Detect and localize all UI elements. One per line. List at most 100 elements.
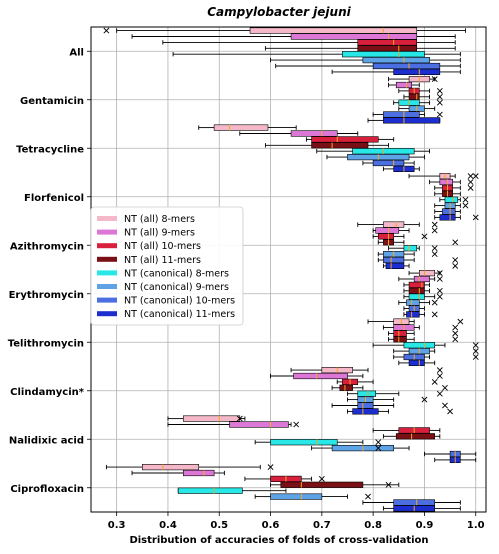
box-6 [423, 450, 477, 458]
flier-mark [431, 378, 438, 385]
box-2 [336, 378, 438, 386]
legend-label: NT (canonical) 8-mers [124, 268, 229, 279]
box-4 [403, 293, 443, 300]
box-body [249, 27, 418, 34]
flier-mark [385, 481, 392, 488]
box-body [342, 51, 425, 58]
legend-swatch [97, 256, 117, 262]
box-0 [357, 221, 438, 228]
box-body [352, 408, 379, 415]
box-body [393, 336, 407, 343]
flier-mark [452, 257, 459, 263]
box-body [372, 159, 405, 167]
box-7 [367, 117, 441, 124]
box-3 [264, 142, 389, 149]
box-0 [290, 366, 443, 374]
box-body [406, 299, 420, 306]
flier-mark [431, 245, 438, 252]
box-5 [326, 154, 425, 161]
flier-mark [452, 324, 459, 331]
box-body [357, 45, 418, 52]
box-6 [331, 402, 448, 409]
box-body [408, 93, 420, 100]
box-3 [434, 190, 461, 197]
box-3 [382, 433, 441, 440]
flier-mark [375, 445, 382, 452]
box-body [408, 293, 425, 300]
box-7 [398, 359, 436, 367]
box-2 [244, 475, 325, 483]
box-2 [162, 39, 456, 46]
box-4 [177, 487, 287, 494]
legend-label: NT (all) 9-mers [124, 228, 195, 239]
flier-mark [267, 464, 274, 471]
box-body [311, 136, 379, 143]
box-7 [434, 214, 479, 221]
flier-mark [421, 396, 428, 403]
box-4 [388, 245, 438, 252]
y-tick-label: Clindamycin* [10, 387, 85, 398]
box-0 [408, 269, 443, 277]
box-7 [347, 408, 454, 415]
legend-label: NT (canonical) 10-mers [124, 296, 235, 307]
box-body [183, 469, 215, 477]
box-body [141, 463, 200, 471]
box-2 [434, 184, 474, 192]
box-6 [393, 353, 479, 361]
box-7 [331, 68, 461, 75]
y-tick-label: Erythromycin [9, 290, 84, 301]
box-body [393, 68, 441, 75]
box-0 [103, 27, 466, 34]
box-5 [270, 56, 461, 64]
x-tick-label: 0.7 [313, 520, 331, 531]
box-3 [264, 45, 456, 52]
box-body [403, 245, 418, 252]
x-tick-label: 0.9 [416, 520, 434, 531]
y-tick-label: Tetracycline [16, 144, 84, 155]
flier-mark [431, 227, 438, 234]
box-4 [316, 148, 431, 155]
box-body [439, 178, 453, 186]
y-tick-label: Nalidixic acid [9, 435, 84, 446]
flier-mark [431, 221, 438, 228]
flier-mark [462, 196, 469, 203]
box-1 [270, 372, 443, 380]
box-body [270, 439, 338, 446]
box-body [311, 142, 369, 149]
box-7 [382, 505, 461, 512]
box-body [339, 384, 353, 391]
y-tick-label: All [69, 47, 84, 58]
flier-mark [436, 270, 443, 277]
box-body [439, 214, 456, 221]
box-body [357, 402, 374, 409]
flier-mark [436, 99, 443, 106]
flier-mark [436, 111, 443, 118]
box-2 [403, 281, 431, 289]
box-body [229, 421, 289, 428]
box-4 [372, 342, 479, 349]
box-1 [382, 324, 459, 331]
box-4 [439, 196, 469, 203]
box-0 [105, 463, 274, 471]
box-1 [239, 130, 359, 137]
box-7 [403, 311, 438, 318]
legend-swatch [97, 284, 117, 289]
y-tick-label: Ciprofloxacin [10, 484, 84, 495]
flier-mark [467, 179, 474, 185]
box-7 [382, 262, 459, 270]
box-3 [270, 481, 400, 488]
box-body [177, 487, 243, 494]
flier-mark [472, 348, 479, 355]
box-body [395, 81, 412, 89]
box-1 [131, 469, 225, 477]
flier-mark [236, 415, 243, 422]
flier-mark [457, 318, 464, 325]
box-body [383, 256, 405, 264]
box-body [377, 233, 394, 240]
box-body [444, 196, 459, 203]
box-body [408, 359, 425, 367]
legend-swatch [97, 297, 117, 303]
box-0 [198, 124, 297, 131]
flier-mark [375, 439, 382, 446]
